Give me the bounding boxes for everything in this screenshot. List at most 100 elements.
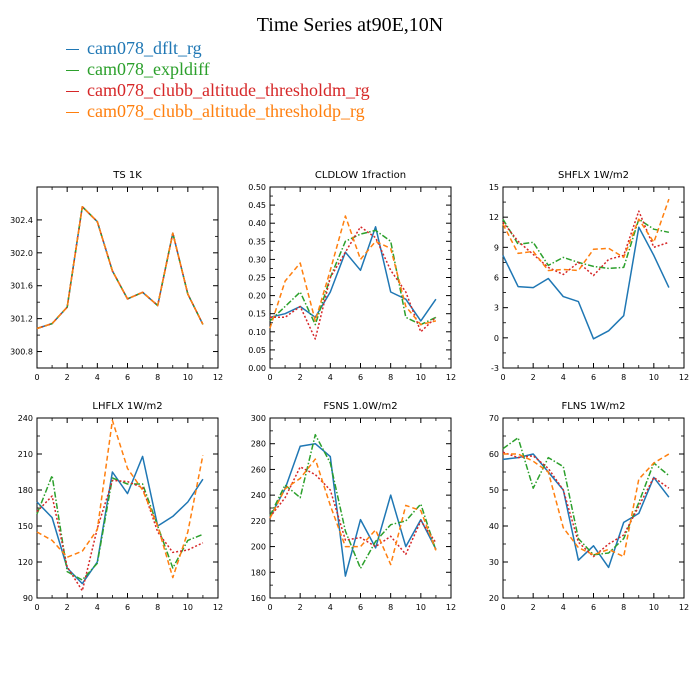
series-line-2 [36, 205, 204, 330]
legend-item-expldiff: cam078_expldiff [66, 59, 370, 80]
series-line-4 [269, 215, 437, 329]
y-tick-label: 260 [251, 465, 266, 474]
x-tick-label: 8 [388, 603, 393, 612]
series-line-4 [269, 458, 437, 566]
x-tick-label: 2 [531, 603, 536, 612]
x-tick-label: 12 [213, 373, 223, 382]
x-tick-label: 6 [591, 603, 596, 612]
y-tick-label: 300 [251, 414, 266, 423]
x-tick-label: 10 [416, 603, 426, 612]
series-line-2 [269, 229, 437, 326]
x-tick-label: 4 [561, 603, 566, 612]
y-tick-label: 240 [251, 491, 266, 500]
y-tick-label: 12 [489, 213, 499, 222]
figure-title: Time Series at90E,10N [256, 14, 444, 36]
x-tick-label: 4 [328, 373, 333, 382]
y-tick-label: 180 [251, 568, 266, 577]
legend-item-thresholdp: cam078_clubb_altitude_thresholdp_rg [66, 101, 370, 122]
x-tick-label: 0 [34, 603, 39, 612]
series-line-2 [502, 437, 670, 556]
y-tick-label: 300.8 [10, 348, 33, 357]
series-line-2 [36, 474, 204, 581]
x-tick-label: 12 [679, 373, 689, 382]
y-tick-label: 240 [18, 414, 33, 423]
chart-title: SHFLX 1W/m2 [558, 170, 629, 181]
y-tick-label: 160 [251, 594, 266, 603]
y-tick-label: 0.40 [248, 219, 266, 228]
plot-frame [36, 417, 219, 599]
x-tick-label: 10 [649, 373, 659, 382]
y-tick-label: 3 [494, 304, 499, 313]
y-tick-label: 50 [489, 486, 499, 495]
x-tick-label: 0 [34, 373, 39, 382]
x-tick-label: 2 [65, 603, 70, 612]
x-tick-label: 8 [621, 603, 626, 612]
y-tick-label: 220 [251, 517, 266, 526]
legend: cam078_dflt_rg cam078_expldiff cam078_cl… [66, 38, 370, 122]
chart-title: FLNS 1W/m2 [561, 401, 625, 412]
x-tick-label: 6 [358, 603, 363, 612]
plot-frame [269, 417, 452, 599]
y-tick-label: 9 [494, 243, 499, 252]
x-tick-label: 0 [500, 603, 505, 612]
x-tick-label: 6 [358, 373, 363, 382]
plot-frame [269, 186, 452, 369]
y-tick-label: -3 [491, 364, 499, 373]
x-tick-label: 2 [65, 373, 70, 382]
y-tick-label: 301.2 [10, 315, 33, 324]
legend-swatch [66, 112, 79, 113]
y-tick-label: 0.15 [248, 310, 266, 319]
x-tick-label: 10 [649, 603, 659, 612]
y-tick-label: 0.10 [248, 328, 266, 337]
y-tick-label: 6 [494, 274, 499, 283]
x-tick-label: 4 [328, 603, 333, 612]
y-tick-label: 210 [18, 450, 33, 459]
y-tick-label: 120 [18, 558, 33, 567]
x-tick-label: 8 [621, 373, 626, 382]
chart-title: TS 1K [112, 170, 142, 181]
legend-label: cam078_clubb_altitude_thresholdm_rg [87, 80, 370, 100]
series-line-1 [269, 226, 437, 322]
x-tick-label: 0 [500, 373, 505, 382]
x-tick-label: 10 [183, 603, 193, 612]
y-tick-label: 0 [494, 334, 499, 343]
y-tick-label: 60 [489, 450, 499, 459]
x-tick-label: 6 [125, 373, 130, 382]
x-tick-label: 10 [183, 373, 193, 382]
y-tick-label: 0.00 [248, 364, 266, 373]
y-tick-label: 302.4 [10, 216, 33, 225]
x-tick-label: 2 [298, 373, 303, 382]
y-tick-label: 0.20 [248, 292, 266, 301]
y-tick-label: 302.0 [10, 249, 33, 258]
y-tick-label: 0.45 [248, 201, 266, 210]
y-tick-label: 301.6 [10, 282, 33, 291]
x-tick-label: 6 [125, 603, 130, 612]
legend-label: cam078_expldiff [87, 59, 210, 79]
x-tick-label: 10 [416, 373, 426, 382]
x-tick-label: 2 [531, 373, 536, 382]
series-line-2 [502, 218, 670, 270]
y-tick-label: 20 [489, 594, 499, 603]
legend-swatch [66, 49, 79, 50]
x-tick-label: 12 [679, 603, 689, 612]
y-tick-label: 0.30 [248, 255, 266, 264]
legend-item-thresholdm: cam078_clubb_altitude_thresholdm_rg [66, 80, 370, 101]
y-tick-label: 0.35 [248, 237, 266, 246]
plot-frame [502, 417, 685, 599]
plot-frame [502, 186, 685, 369]
plot-frame [36, 186, 219, 369]
series-line-3 [270, 226, 437, 340]
y-tick-label: 90 [23, 594, 33, 603]
series-line-1 [269, 442, 437, 577]
series-line-1 [502, 226, 670, 340]
series-line-3 [36, 205, 204, 330]
x-tick-label: 0 [267, 373, 272, 382]
series-line-4 [503, 453, 670, 558]
x-tick-label: 2 [298, 603, 303, 612]
y-tick-label: 30 [489, 558, 499, 567]
x-tick-label: 12 [446, 373, 456, 382]
x-tick-label: 12 [446, 603, 456, 612]
series-line-4 [36, 419, 204, 579]
series-line-3 [502, 451, 670, 558]
